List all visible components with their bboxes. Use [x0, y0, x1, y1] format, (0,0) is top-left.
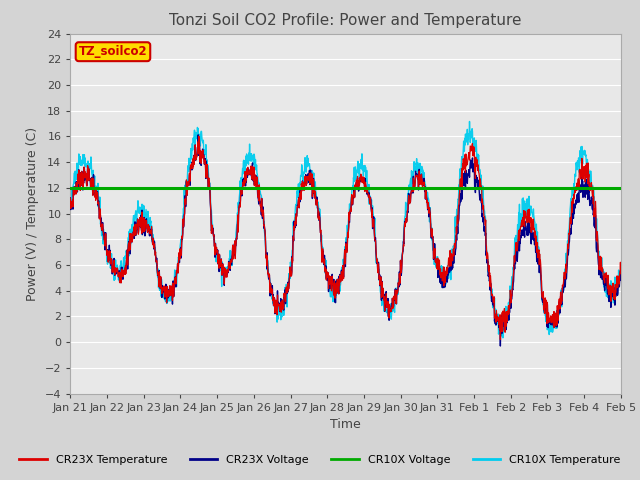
X-axis label: Time: Time [330, 418, 361, 431]
Legend: CR23X Temperature, CR23X Voltage, CR10X Voltage, CR10X Temperature: CR23X Temperature, CR23X Voltage, CR10X … [15, 451, 625, 469]
Title: Tonzi Soil CO2 Profile: Power and Temperature: Tonzi Soil CO2 Profile: Power and Temper… [170, 13, 522, 28]
Y-axis label: Power (V) / Temperature (C): Power (V) / Temperature (C) [26, 127, 39, 300]
Text: TZ_soilco2: TZ_soilco2 [79, 45, 147, 58]
